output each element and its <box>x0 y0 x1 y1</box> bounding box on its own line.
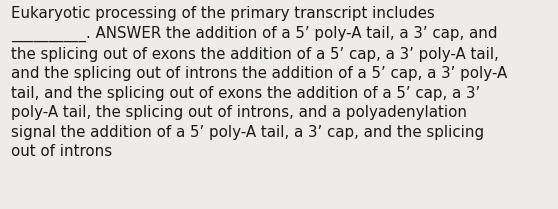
Text: Eukaryotic processing of the primary transcript includes
__________. ANSWER the : Eukaryotic processing of the primary tra… <box>11 6 507 159</box>
